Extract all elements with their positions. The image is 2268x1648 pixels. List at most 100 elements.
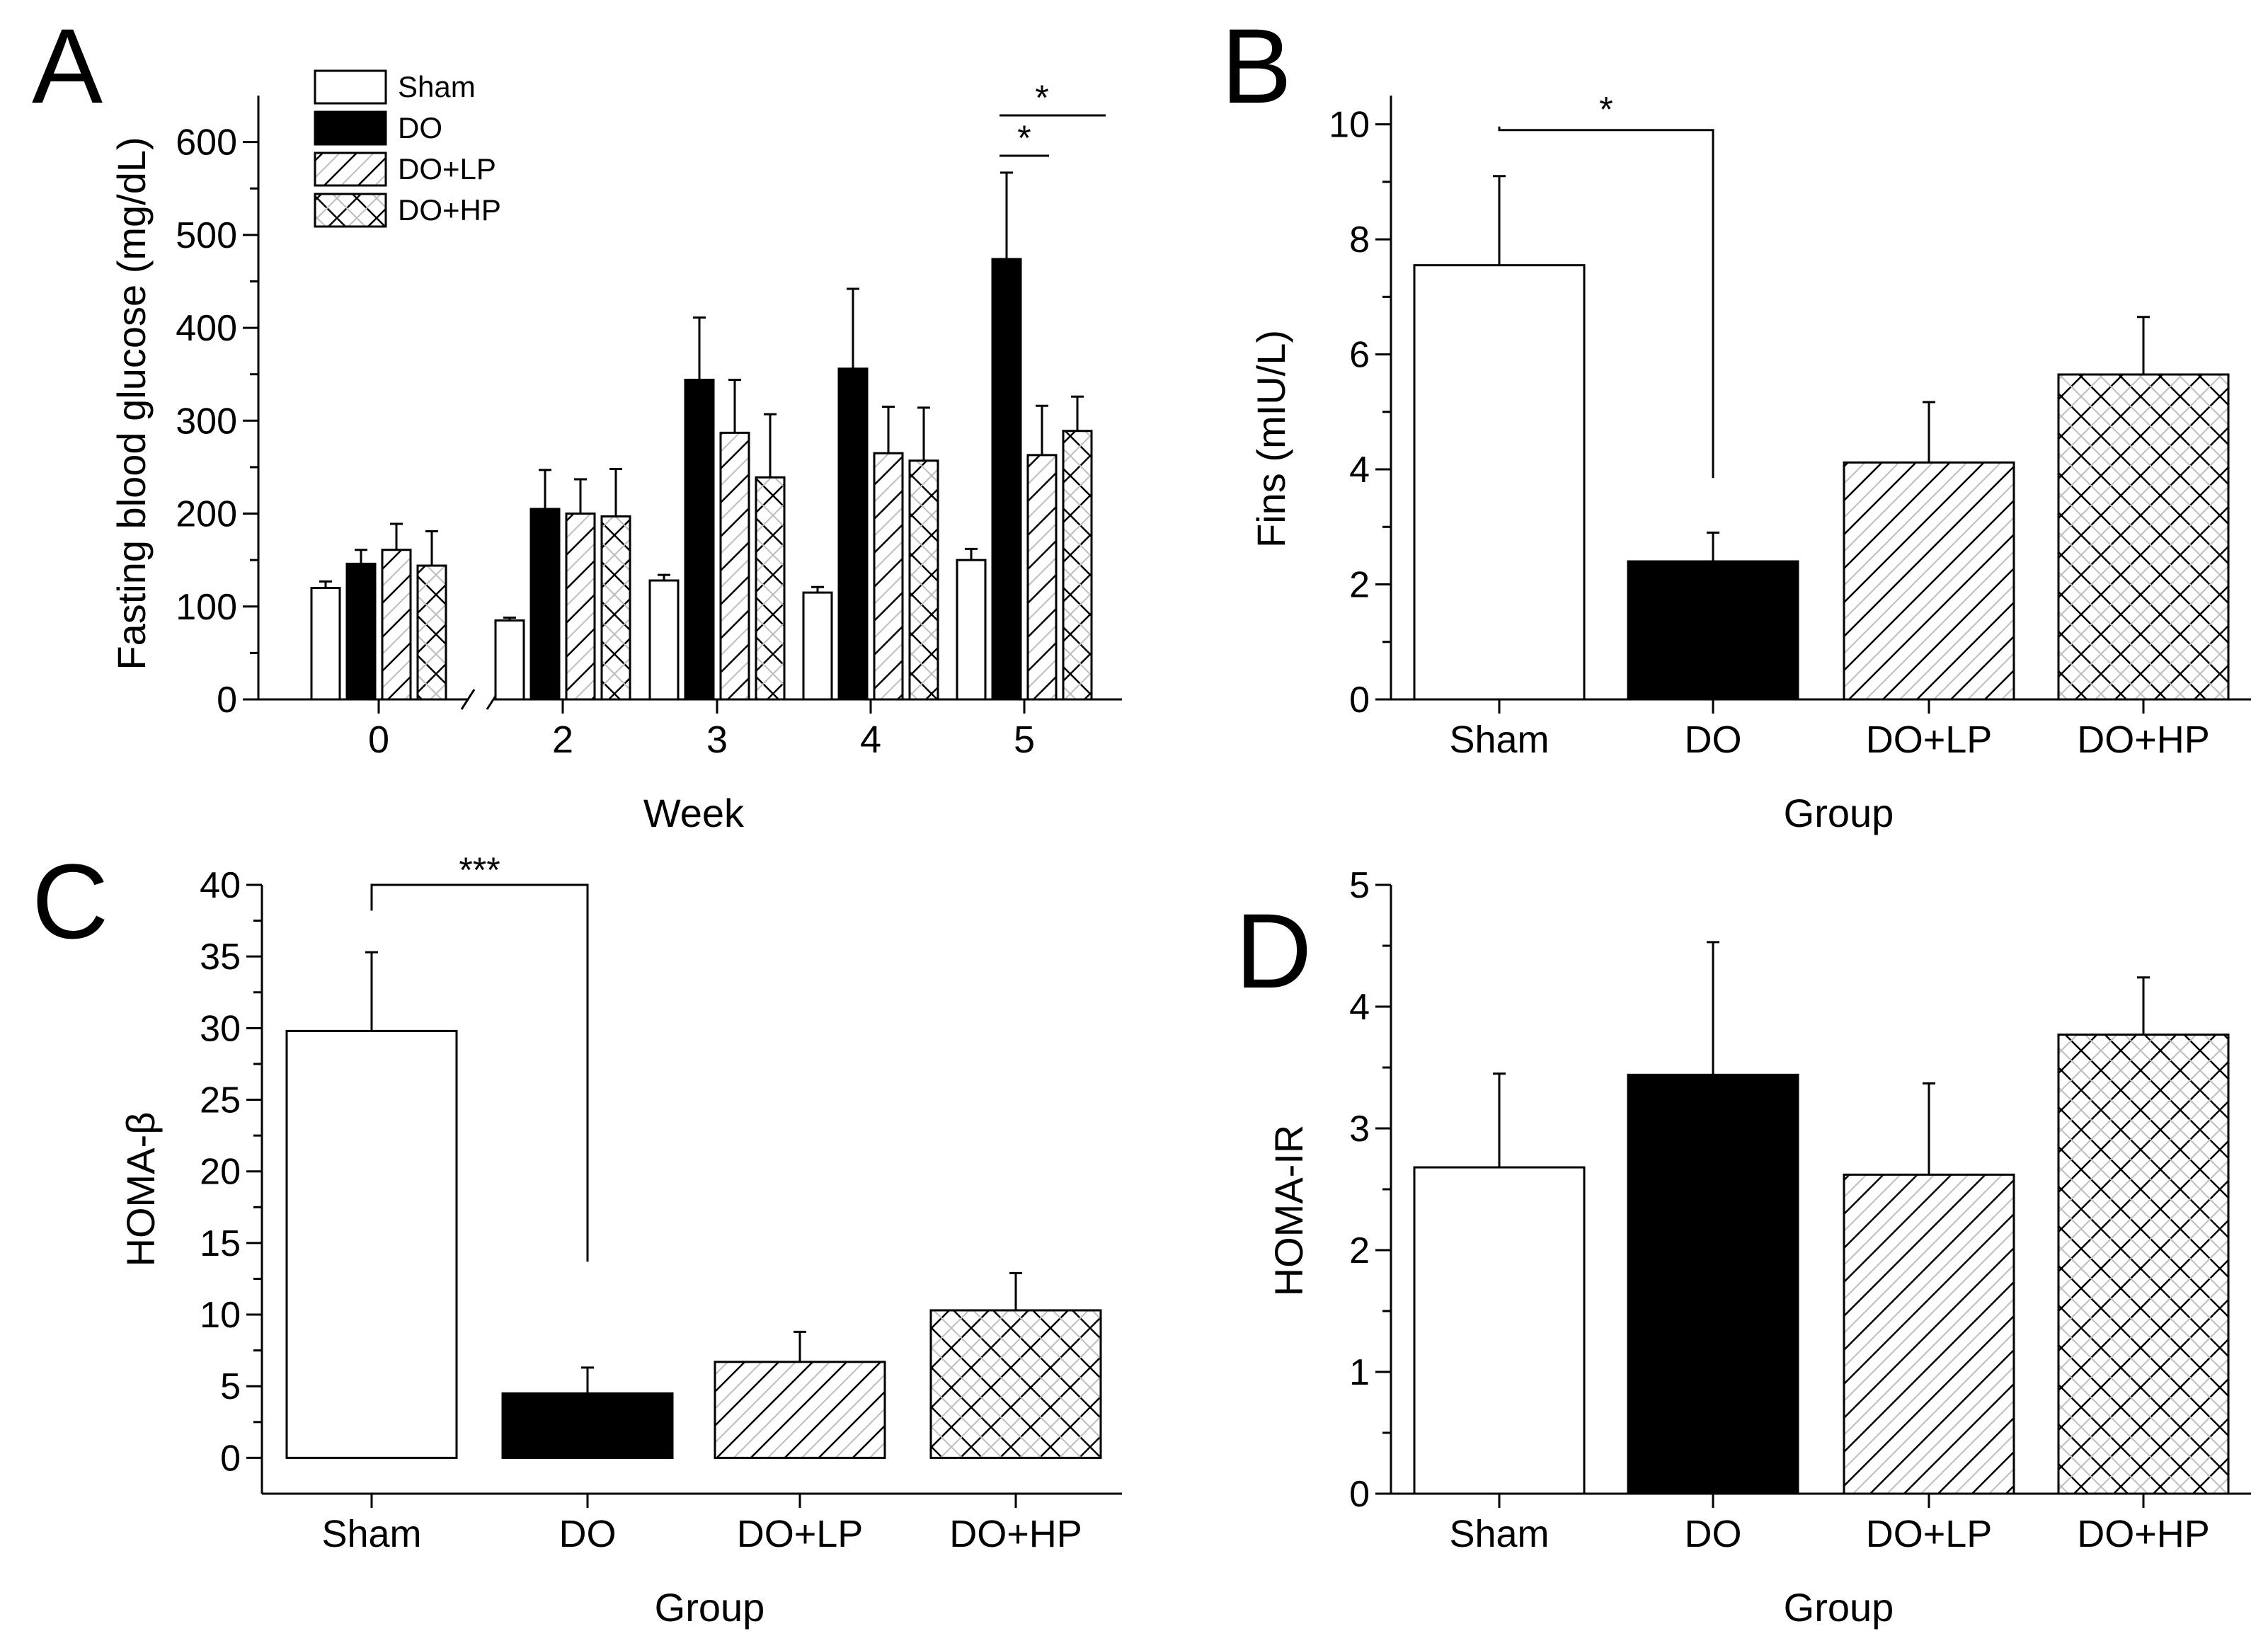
panel-a-x-tick-label: 0 bbox=[368, 719, 389, 761]
panel-a-bar bbox=[873, 452, 904, 701]
panel-a-bar bbox=[345, 562, 377, 701]
panel-c-x-axis-title: Group bbox=[655, 1585, 765, 1630]
panel-a-bar bbox=[494, 619, 525, 701]
panel-label-a: A bbox=[32, 6, 103, 125]
panel-a-legend-swatch bbox=[314, 193, 387, 228]
panel-b-bar bbox=[1843, 461, 2015, 701]
panel-d-x-tick-label: Sham bbox=[1449, 1513, 1549, 1555]
panel-d-bar bbox=[1627, 1073, 1799, 1495]
panel-c-y-tick-label: 10 bbox=[200, 1295, 241, 1336]
panel-a-legend-label: DO bbox=[398, 111, 442, 144]
panel-c-bar bbox=[285, 1029, 458, 1459]
panel-c-bar bbox=[501, 1392, 674, 1459]
panel-b-y-tick-label: 8 bbox=[1349, 219, 1370, 261]
panel-b-significance-bracket bbox=[1498, 126, 1714, 479]
panel-d-y-tick-label: 3 bbox=[1349, 1109, 1370, 1150]
panel-a-significance-star: * bbox=[1017, 118, 1031, 158]
panel-a-bar bbox=[600, 515, 631, 701]
panel-a-y-tick-label: 0 bbox=[217, 680, 237, 721]
panel-a-bar bbox=[416, 564, 447, 701]
panel-a-legend-label: Sham bbox=[398, 70, 476, 103]
panel-a-y-tick-label: 400 bbox=[176, 308, 237, 349]
panel-d-bar bbox=[1843, 1173, 2015, 1495]
panel-b-y-axis-title: Fins (mIU/L) bbox=[1249, 330, 1293, 548]
panel-label-b: B bbox=[1221, 6, 1292, 125]
panel-b-fins-chart: 0 2 4 6 8 10 Sham DO DO+LP DO+HP Group Fins (mIU/L)… bbox=[1249, 90, 2251, 835]
panel-a-x-tick-label: 5 bbox=[1014, 719, 1035, 761]
panel-b-x-tick-label: DO bbox=[1685, 719, 1742, 761]
panel-a-bar bbox=[684, 379, 715, 701]
panel-b-x-tick-label: DO+LP bbox=[1866, 719, 1993, 761]
panel-d-y-tick-label: 4 bbox=[1349, 987, 1370, 1028]
panel-b-x-tick-label: Sham bbox=[1449, 719, 1549, 761]
panel-a-legend-swatch bbox=[314, 69, 387, 105]
panel-a-bar bbox=[381, 549, 412, 701]
panel-b-y-tick-label: 6 bbox=[1349, 335, 1370, 376]
panel-d-homa-ir-chart: 0 1 2 3 4 5 Sham DO DO+LP DO+HP Group HOMA-IR bbox=[1266, 865, 2251, 1630]
panel-a-bar bbox=[837, 367, 869, 701]
panel-a-bar bbox=[310, 587, 341, 701]
panel-c-homa-beta-chart: 0 5 10 15 20 25 30 35 40 Sham DO DO+LP DO+HP Group HOM… bbox=[118, 850, 1122, 1630]
panel-d-y-tick-label: 1 bbox=[1349, 1352, 1370, 1393]
panel-label-c: C bbox=[32, 842, 108, 961]
panel-c-y-tick-label: 5 bbox=[220, 1366, 241, 1407]
panel-a-y-tick-label: 300 bbox=[176, 401, 237, 442]
panel-a-y-tick-label: 500 bbox=[176, 215, 237, 256]
panel-d-bar bbox=[1413, 1166, 1586, 1495]
panel-b-y-tick-label: 0 bbox=[1349, 680, 1370, 721]
panel-d-x-tick-label: DO+HP bbox=[2077, 1513, 2210, 1555]
panel-c-y-tick-label: 35 bbox=[200, 937, 241, 978]
panel-c-x-tick-label: Sham bbox=[321, 1513, 421, 1555]
panel-a-bar bbox=[1026, 454, 1058, 701]
panel-d-bar bbox=[2057, 1034, 2230, 1495]
panel-b-y-tick-label: 2 bbox=[1349, 565, 1370, 606]
panel-a-bar bbox=[529, 508, 561, 701]
panel-a-bar bbox=[956, 559, 987, 701]
panel-d-x-tick-label: DO bbox=[1685, 1513, 1742, 1555]
panel-a-x-axis-title: Week bbox=[643, 791, 745, 835]
panel-a-bar bbox=[802, 591, 833, 701]
panel-a-x-tick-label: 3 bbox=[706, 719, 728, 761]
panel-a-bar bbox=[648, 579, 680, 701]
panel-c-y-tick-label: 0 bbox=[220, 1438, 241, 1479]
panel-c-y-tick-label: 15 bbox=[200, 1223, 241, 1264]
panel-c-x-tick-label: DO+LP bbox=[737, 1513, 864, 1555]
panel-b-bar bbox=[1413, 264, 1586, 701]
panel-d-x-axis-title: Group bbox=[1784, 1585, 1894, 1630]
panel-a-fasting-glucose-chart: 0 100 200 300 400 500 600 0 2 3 4 5 Week Fasting bloo… bbox=[109, 69, 1122, 835]
panel-a-y-tick-label: 100 bbox=[176, 587, 237, 628]
panel-b-bar bbox=[1627, 560, 1799, 701]
panel-a-bar bbox=[1062, 430, 1093, 701]
panel-c-y-tick-label: 25 bbox=[200, 1080, 241, 1121]
panel-b-x-tick-label: DO+HP bbox=[2077, 719, 2210, 761]
panel-a-legend-swatch bbox=[314, 110, 387, 146]
panel-a-legend-label: DO+HP bbox=[398, 193, 501, 227]
panel-d-x-tick-label: DO+LP bbox=[1866, 1513, 1993, 1555]
panel-b-x-axis-title: Group bbox=[1784, 791, 1894, 835]
panel-a-y-tick-label: 600 bbox=[176, 122, 237, 164]
panel-d-y-tick-label: 0 bbox=[1349, 1474, 1370, 1515]
panel-a-y-axis-title: Fasting blood glucose (mg/dL) bbox=[109, 137, 154, 670]
panel-a-bar bbox=[755, 476, 786, 701]
panel-a-bar bbox=[719, 431, 750, 701]
panel-d-y-tick-label: 2 bbox=[1349, 1230, 1370, 1271]
panel-a-y-tick-label: 200 bbox=[176, 494, 237, 535]
panel-a-x-tick-label: 2 bbox=[552, 719, 573, 761]
panel-b-bar bbox=[2057, 373, 2230, 701]
panel-c-y-axis-title: HOMA-β bbox=[118, 1112, 163, 1267]
panel-b-significance-star: * bbox=[1599, 90, 1613, 130]
panel-a-significance-star: * bbox=[1035, 78, 1048, 118]
panel-c-x-tick-label: DO bbox=[559, 1513, 617, 1555]
panel-a-axis-break-mark bbox=[460, 689, 476, 710]
panel-b-y-tick-label: 4 bbox=[1349, 450, 1370, 491]
panel-a-legend-label: DO+LP bbox=[398, 152, 496, 185]
panel-c-bar bbox=[714, 1361, 886, 1459]
panel-c-significance-bracket bbox=[370, 883, 589, 1262]
panel-a-x-tick-label: 4 bbox=[860, 719, 881, 761]
panel-a-legend-swatch bbox=[314, 151, 387, 187]
panel-c-significance-star: *** bbox=[459, 850, 500, 890]
panel-label-d: D bbox=[1235, 891, 1312, 1010]
panel-b-y-tick-label: 10 bbox=[1329, 105, 1370, 146]
panel-c-y-tick-label: 40 bbox=[200, 865, 241, 906]
